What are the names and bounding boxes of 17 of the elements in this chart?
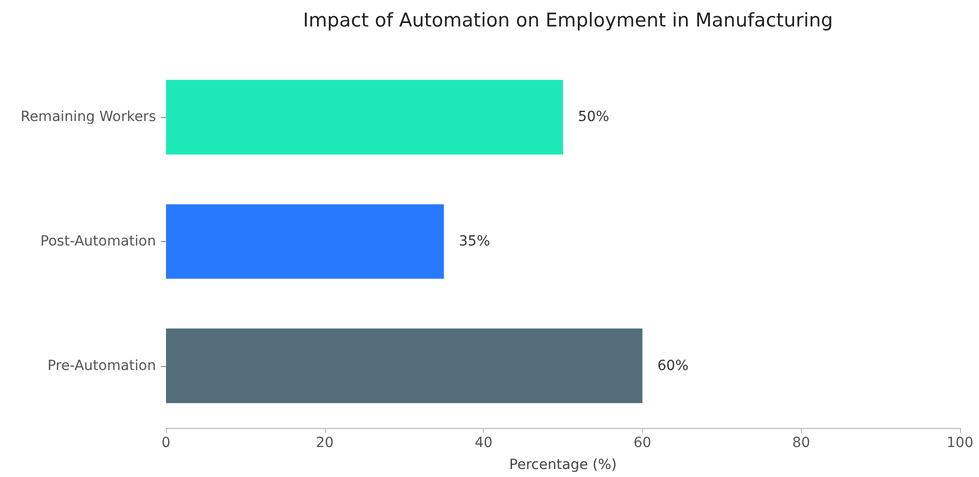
data-label: 35%	[458, 234, 490, 250]
x-tick-label: 60	[633, 435, 652, 451]
y-tick-label: Remaining Workers	[20, 109, 156, 126]
x-tick-label: 20	[316, 435, 334, 451]
x-tick-label: 40	[474, 435, 493, 451]
y-tick-label: Post-Automation	[40, 234, 156, 250]
bar	[166, 80, 563, 154]
data-label: 50%	[578, 109, 610, 126]
data-label: 60%	[657, 358, 689, 374]
bar	[166, 328, 642, 404]
chart-title: Impact of Automation on Employment in Manufacturing	[303, 10, 833, 32]
y-tick-label: Pre-Automation	[47, 358, 156, 374]
x-tick-label: 0	[162, 435, 170, 451]
x-tick-label: 80	[792, 435, 810, 451]
x-tick-label: 100	[946, 435, 974, 451]
bar	[166, 204, 444, 279]
x-axis-title: Percentage (%)	[509, 457, 617, 473]
